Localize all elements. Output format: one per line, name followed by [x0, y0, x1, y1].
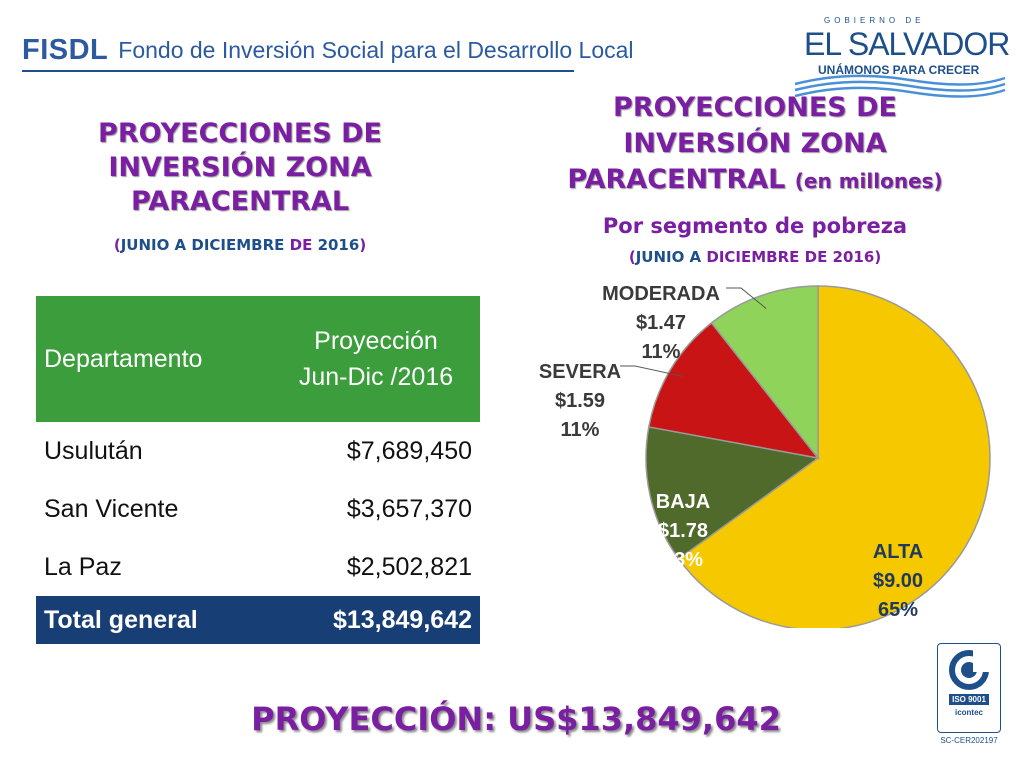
- value-cell: $2,502,821: [346, 552, 472, 581]
- value-cell: $7,689,450: [346, 436, 472, 465]
- slice-label-severa-value: $1.59: [555, 390, 605, 412]
- cert-code: SC-CER202197: [940, 736, 998, 745]
- right-title: PROYECCIONES DE INVERSIÓN ZONA PARACENTR…: [567, 92, 943, 195]
- total-value: $13,849,642: [272, 596, 480, 644]
- poverty-pie-chart: ALTA $9.00 65% BAJA $1.78 13% SEVERA $1.59 11% MO…: [539, 283, 991, 628]
- brand-name: Fondo de Inversión Social para el Desarr…: [118, 36, 634, 63]
- el-salvador-logo: GOBIERNO DE EL SALVADOR UNÁMONOS PARA CR…: [790, 10, 1010, 100]
- dept-cell: San Vicente: [44, 494, 179, 523]
- table-row: Usulután $7,689,450: [36, 422, 480, 480]
- header-brand: FISDL Fondo de Inversión Social para el …: [22, 30, 634, 72]
- slice-label-alta-percent: 65%: [878, 599, 918, 621]
- logo-gov-text: GOBIERNO DE: [824, 16, 925, 25]
- iso-badge: ISO 9001: [949, 694, 989, 705]
- table-row: La Paz $2,502,821: [36, 538, 480, 596]
- slice-label-baja-value: $1.78: [658, 520, 708, 542]
- logo-waves-icon: [794, 74, 1006, 98]
- slice-label-severa-name: SEVERA: [539, 361, 621, 383]
- value-cell: $3,657,370: [346, 494, 472, 523]
- pie-slice-baja: [645, 426, 820, 560]
- total-label: Total general: [36, 596, 272, 644]
- slice-label-moderada-name: MODERADA: [602, 283, 720, 305]
- left-title: PROYECCIONES DE INVERSIÓN ZONA PARACENTR…: [98, 118, 382, 217]
- slice-label-moderada-percent: 11%: [642, 341, 681, 363]
- dept-cell: Usulután: [44, 436, 143, 465]
- total-projection-banner: PROYECCIÓN: US$13,849,642: [251, 700, 781, 738]
- brand-acronym: FISDL: [22, 33, 109, 66]
- leader-line-severa: [620, 365, 683, 377]
- icontec-logo-icon: [949, 650, 991, 690]
- right-subtitle: (JUNIO A DICIEMBRE DE 2016): [628, 248, 882, 266]
- header-departamento: Departamento: [36, 296, 272, 422]
- segment-subtitle: Por segmento de pobreza: [602, 214, 908, 238]
- total-row: Total general $13,849,642: [36, 596, 480, 644]
- icontec-certification: ISO 9001 icontec SC-CER202197: [937, 643, 1001, 753]
- slice-label-severa-percent: 11%: [561, 419, 600, 441]
- slice-label-alta-name: ALTA: [873, 541, 923, 563]
- icontec-brand: icontec: [954, 708, 983, 717]
- slice-label-baja-name: BAJA: [656, 491, 710, 513]
- slice-label-alta-value: $9.00: [873, 570, 923, 592]
- pie-slice-moderada: [710, 285, 819, 461]
- logo-slogan-text: UNÁMONOS PARA CRECER: [818, 63, 980, 77]
- left-subtitle: (JUNIO A DICIEMBRE DE 2016): [113, 236, 367, 254]
- pie-slice-severa: [647, 321, 820, 460]
- dept-cell: La Paz: [44, 552, 122, 581]
- leader-line-moderada: [726, 287, 767, 309]
- slice-label-moderada-value: $1.47: [636, 312, 686, 334]
- table-row: San Vicente $3,657,370: [36, 480, 480, 538]
- pie-slice-alta: [677, 285, 991, 628]
- cert-box: ISO 9001 icontec: [937, 643, 1001, 733]
- slice-label-baja-percent: 13%: [663, 549, 703, 571]
- logo-country-text: EL SALVADOR: [804, 26, 1010, 62]
- header-proyeccion: Proyección Jun-Dic /2016: [272, 296, 480, 422]
- projection-table: Departamento Proyección Jun-Dic /2016 Us…: [36, 296, 480, 644]
